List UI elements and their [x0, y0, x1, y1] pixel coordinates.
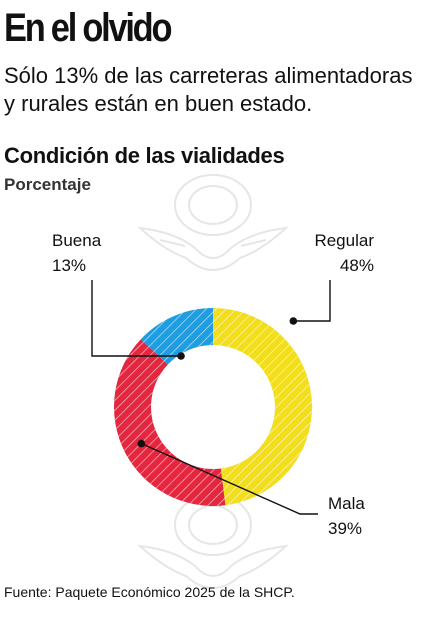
slice-hatch-buena — [140, 308, 213, 365]
slice-label-regular: Regular — [314, 231, 374, 250]
leader-line-regular — [293, 280, 331, 322]
leader-line-mala — [140, 442, 318, 515]
leader-dot-mala — [137, 439, 146, 448]
donut-slices — [113, 308, 312, 507]
page-subtitle: Sólo 13% de las carreteras alimentadoras… — [4, 63, 413, 116]
page-title: En el olvido — [4, 6, 172, 50]
slice-value-regular: 48% — [340, 256, 374, 275]
source-note: Fuente: Paquete Económico 2025 de la SHC… — [4, 584, 295, 600]
leader-line-buena — [91, 280, 182, 357]
slice-hatch-mala — [113, 339, 226, 507]
slice-value-buena: 13% — [52, 256, 86, 275]
slice-label-mala: Mala — [328, 494, 365, 513]
chart-unit-label: Porcentaje — [4, 175, 91, 194]
slice-value-mala: 39% — [328, 519, 362, 538]
slice-label-buena: Buena — [52, 231, 102, 250]
eagle-seal-icon — [137, 174, 289, 271]
slice-hatch-regular — [213, 308, 312, 506]
leader-lines — [91, 280, 331, 515]
leader-dot-regular — [289, 317, 298, 325]
leader-dot-buena — [177, 352, 185, 360]
chart-title: Condición de las vialidades — [4, 143, 285, 168]
